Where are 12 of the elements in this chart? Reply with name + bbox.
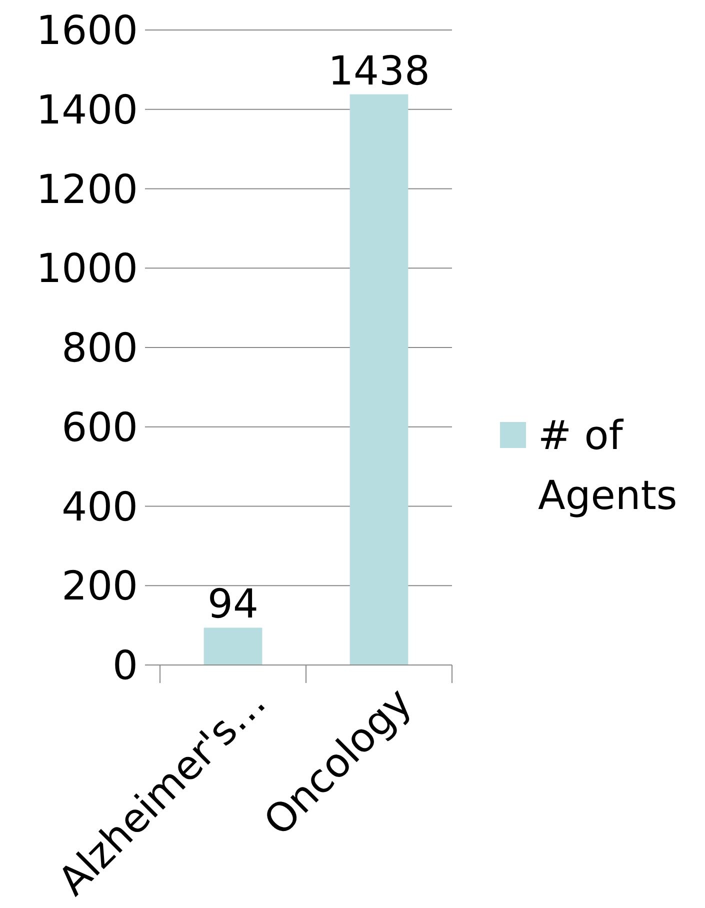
y-tick-label: 600 [62,404,138,451]
y-tick-label: 0 [112,643,138,689]
y-tick-label: 800 [62,326,138,372]
y-tick-label: 200 [62,564,138,610]
legend-label: # of Agents [538,413,678,519]
y-tick-label: 1400 [36,87,138,134]
y-tick-label: 1000 [36,246,138,292]
y-tick-label: 1600 [36,8,138,54]
y-tick-label: 400 [62,484,138,530]
y-tick-label: 1200 [36,166,138,213]
data-label: 1438 [328,48,430,94]
data-label: 94 [208,582,258,628]
